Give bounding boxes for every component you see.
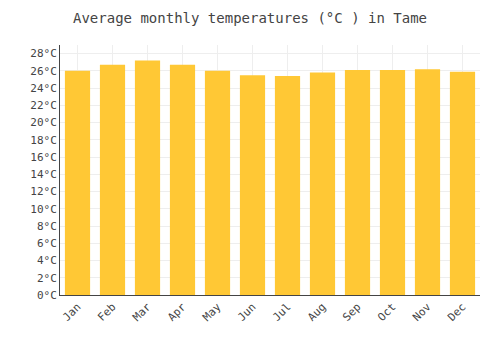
svg-text:Jul: Jul <box>270 301 293 324</box>
svg-text:Dec: Dec <box>445 301 468 324</box>
svg-text:Aug: Aug <box>305 301 328 324</box>
svg-text:May: May <box>200 300 224 324</box>
svg-text:Nov: Nov <box>410 300 434 324</box>
svg-text:Sep: Sep <box>340 301 363 324</box>
svg-text:Feb: Feb <box>95 301 118 324</box>
svg-text:Mar: Mar <box>130 300 154 324</box>
svg-text:Oct: Oct <box>375 301 398 324</box>
svg-text:4°C: 4°C <box>37 254 57 267</box>
svg-text:10°C: 10°C <box>30 203 57 216</box>
svg-text:Jun: Jun <box>235 301 258 324</box>
svg-text:28°C: 28°C <box>30 47 57 60</box>
svg-text:Average monthly temperatures (: Average monthly temperatures (°C ) in Ta… <box>73 10 427 26</box>
svg-text:0°C: 0°C <box>37 289 57 302</box>
svg-text:18°C: 18°C <box>30 134 57 147</box>
svg-text:Jan: Jan <box>60 301 83 324</box>
svg-text:Apr: Apr <box>165 300 189 324</box>
svg-text:12°C: 12°C <box>30 185 57 198</box>
svg-text:6°C: 6°C <box>37 237 57 250</box>
svg-text:8°C: 8°C <box>37 220 57 233</box>
svg-text:16°C: 16°C <box>30 151 57 164</box>
svg-text:22°C: 22°C <box>30 99 57 112</box>
svg-text:2°C: 2°C <box>37 272 57 285</box>
svg-text:20°C: 20°C <box>30 116 57 129</box>
svg-text:14°C: 14°C <box>30 168 57 181</box>
svg-text:26°C: 26°C <box>30 65 57 78</box>
svg-text:24°C: 24°C <box>30 82 57 95</box>
